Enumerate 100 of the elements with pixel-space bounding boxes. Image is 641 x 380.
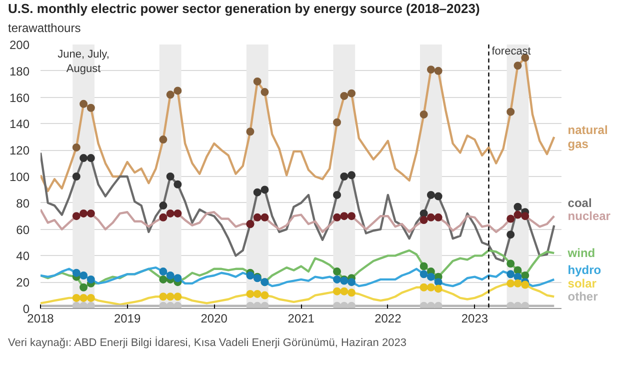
point xyxy=(420,283,428,292)
point xyxy=(174,180,182,188)
point xyxy=(420,270,428,278)
point xyxy=(521,212,530,220)
point xyxy=(506,270,515,278)
point xyxy=(333,213,342,222)
point xyxy=(72,172,80,180)
point xyxy=(72,268,80,277)
point xyxy=(506,230,515,239)
line-series xyxy=(40,208,556,234)
line-series xyxy=(40,152,556,262)
point xyxy=(420,209,428,218)
point xyxy=(434,278,442,286)
point xyxy=(86,104,95,112)
point xyxy=(260,291,269,300)
point xyxy=(86,294,95,302)
point xyxy=(253,290,262,298)
ref-line-label: forecast xyxy=(492,46,531,58)
y-tick-label: 160 xyxy=(9,90,30,105)
point xyxy=(348,89,356,98)
point xyxy=(333,268,342,276)
point xyxy=(174,209,182,218)
point xyxy=(506,214,515,223)
series-label: coal xyxy=(568,196,592,210)
point xyxy=(348,171,356,180)
point xyxy=(253,302,262,308)
point xyxy=(333,190,342,199)
line-series xyxy=(40,266,556,288)
point xyxy=(260,302,269,308)
point xyxy=(260,88,269,96)
point xyxy=(333,287,342,296)
point xyxy=(80,272,88,280)
point xyxy=(246,302,254,308)
point xyxy=(166,272,174,280)
point xyxy=(86,275,95,284)
series-label: other xyxy=(568,290,598,304)
point xyxy=(72,294,80,302)
point xyxy=(166,209,174,218)
series-label: hydro xyxy=(568,263,602,278)
point xyxy=(166,90,174,99)
y-tick-label: 140 xyxy=(9,117,30,132)
point xyxy=(348,212,356,220)
point xyxy=(426,213,435,222)
point xyxy=(420,262,428,270)
point xyxy=(521,280,530,289)
y-tick-label: 180 xyxy=(9,64,30,78)
point xyxy=(159,268,168,276)
point xyxy=(426,283,435,292)
point xyxy=(420,302,428,308)
point xyxy=(514,272,522,281)
point xyxy=(426,302,435,308)
x-tick-label: 2023 xyxy=(461,312,488,326)
point xyxy=(174,86,182,95)
point xyxy=(333,118,342,126)
series-label: nuclear xyxy=(568,209,611,224)
point xyxy=(506,108,515,116)
point xyxy=(159,213,168,222)
point xyxy=(253,213,262,222)
point xyxy=(514,62,522,70)
point xyxy=(340,172,348,180)
y-tick-label: 20 xyxy=(16,276,30,290)
y-tick-label: 120 xyxy=(9,144,30,158)
point xyxy=(420,110,428,118)
point xyxy=(86,209,95,218)
point xyxy=(174,292,182,301)
point xyxy=(434,192,442,200)
point xyxy=(159,136,168,144)
series-label: natural gas xyxy=(568,122,608,151)
point xyxy=(434,284,442,293)
y-tick-label: 0 xyxy=(22,302,30,316)
text: Veri kaynağı: ABD Enerji Bilgi İdaresi, Kısa Vadeli Enerji Görünümü, Haziran 2023 xyxy=(8,336,406,351)
point xyxy=(80,294,88,302)
point xyxy=(86,302,95,308)
x-tick-label: 2021 xyxy=(288,312,315,326)
point xyxy=(166,172,174,180)
y-axis-title: terawatthours xyxy=(8,20,81,37)
point xyxy=(174,302,182,308)
point xyxy=(80,302,88,308)
point xyxy=(159,275,168,284)
point xyxy=(80,154,88,162)
y-tick-label: 60 xyxy=(16,222,30,237)
point xyxy=(260,186,269,194)
point xyxy=(80,100,88,108)
point xyxy=(174,274,182,282)
x-tick-label: 2020 xyxy=(200,312,228,326)
point xyxy=(80,283,88,292)
point xyxy=(340,287,348,296)
band-label: June, July, August xyxy=(58,48,110,75)
point xyxy=(159,292,168,301)
point xyxy=(159,302,168,308)
point xyxy=(348,302,356,308)
y-tick-label: 80 xyxy=(16,196,30,210)
point xyxy=(514,202,522,211)
point xyxy=(333,302,342,308)
x-tick-label: 2022 xyxy=(374,312,402,326)
point xyxy=(260,213,269,222)
series-label: solar xyxy=(568,276,597,290)
point xyxy=(514,302,522,308)
point xyxy=(86,154,95,162)
series-label: wind xyxy=(566,246,596,260)
